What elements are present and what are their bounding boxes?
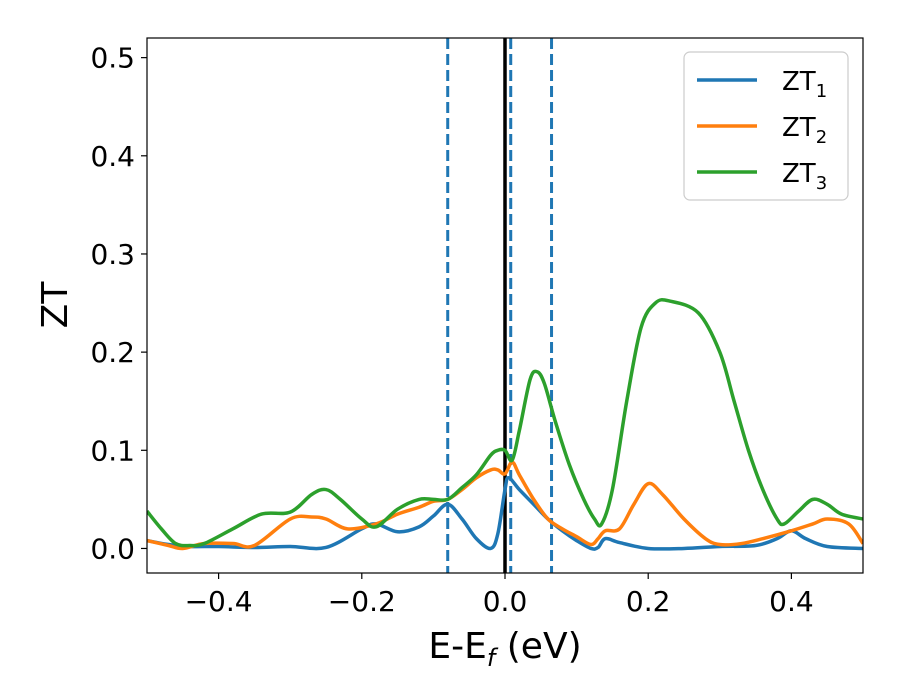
y-tick-label: 0.2: [90, 336, 135, 369]
series-line-zt2: [147, 460, 863, 551]
legend: ZT1 ZT2 ZT3: [683, 51, 849, 201]
legend-label-zt1: ZT1: [782, 67, 827, 102]
y-tick-label: 0.3: [90, 238, 135, 271]
y-tick-label: 0.4: [90, 140, 135, 173]
legend-box: [683, 51, 849, 201]
x-axis-ticks: −0.4 −0.2 0.0 0.2 0.4: [185, 573, 814, 618]
y-tick-label: 0.5: [90, 42, 135, 75]
x-tick-label: −0.2: [328, 585, 396, 618]
x-tick-label: 0.0: [483, 585, 528, 618]
x-tick-label: 0.4: [769, 585, 814, 618]
x-axis-label: E-Ef (eV): [428, 626, 581, 672]
x-tick-label: −0.4: [185, 585, 253, 618]
series-line-zt1: [147, 476, 863, 551]
series-layer: [147, 298, 863, 551]
series-line-zt3: [147, 298, 863, 548]
legend-label-zt3: ZT3: [782, 159, 827, 194]
y-tick-label: 0.1: [90, 434, 135, 467]
legend-label-zt2: ZT2: [782, 113, 827, 148]
x-tick-label: 0.2: [626, 585, 671, 618]
y-tick-label: 0.0: [90, 532, 135, 565]
y-axis-label: ZT: [35, 281, 76, 329]
y-axis-ticks: 0.0 0.1 0.2 0.3 0.4 0.5: [90, 42, 147, 565]
